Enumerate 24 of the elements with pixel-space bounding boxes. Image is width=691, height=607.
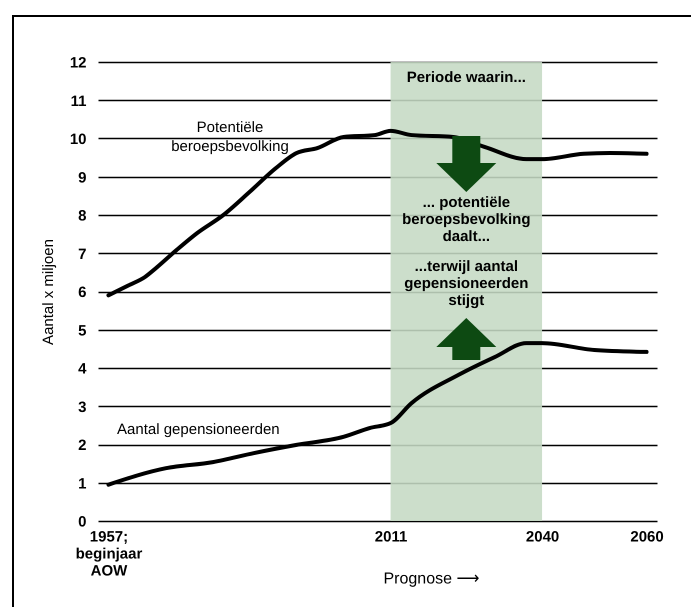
y-tick-label: 0 — [78, 514, 86, 530]
band-label: Periode waarin... — [406, 69, 526, 86]
series-label: Aantal gepensioneerden — [117, 421, 280, 438]
annotation: ...terwijl aantal gepensioneerden stijgt — [404, 258, 528, 309]
y-axis-title: Aantal x miljoen — [40, 239, 57, 345]
x-tick-label: 2011 — [374, 528, 408, 546]
x-tick-label: 2060 — [630, 528, 664, 546]
y-tick-label: 4 — [78, 360, 88, 378]
y-tick-label: 8 — [78, 208, 86, 224]
x-tick-label: 1957; beginjaar AOW — [76, 528, 142, 580]
y-tick-label: 12 — [70, 54, 86, 72]
y-tick-label: 10 — [70, 131, 86, 148]
y-tick-label: 9 — [78, 169, 86, 186]
y-tick-label: 2 — [78, 437, 86, 454]
x-tick-label: 2040 — [526, 528, 560, 546]
y-tick-label: 7 — [78, 246, 86, 263]
y-tick-label: 3 — [78, 398, 86, 416]
x-axis-title: Prognose ⟶ — [384, 570, 480, 588]
annotation: ... potentiële beroepsbevolking daalt... — [402, 194, 530, 245]
y-tick-label: 5 — [78, 322, 86, 340]
y-tick-label: 6 — [78, 284, 86, 301]
y-tick-label: 1 — [78, 475, 86, 492]
y-tick-label: 11 — [70, 92, 86, 110]
series-label: Potentiële beroepsbevolking — [171, 119, 289, 155]
